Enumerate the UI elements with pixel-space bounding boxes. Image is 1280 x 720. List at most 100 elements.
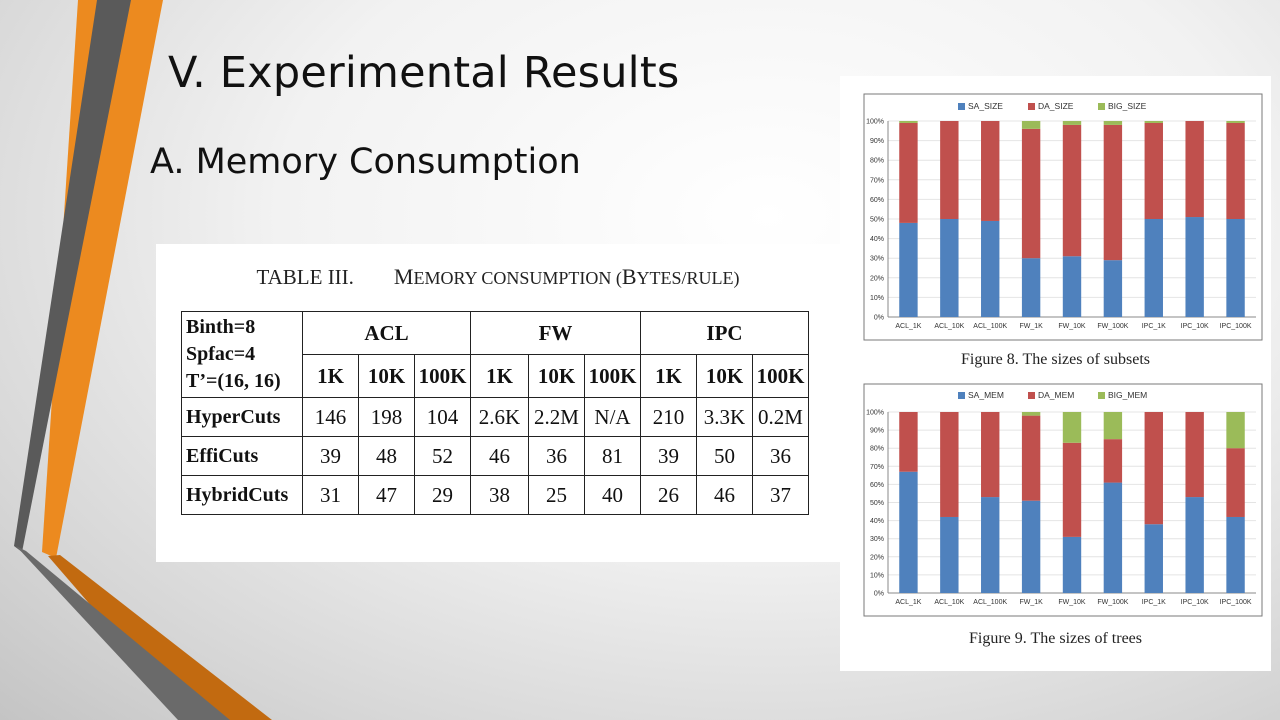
bar-segment-sa-mem (1185, 497, 1204, 593)
bar-segment-sa-mem (899, 471, 918, 593)
table-cell: 46 (470, 436, 529, 476)
tree-sizes-chart: SA_MEM DA_MEM BIG_MEM 0% 10% 20% 30% 40% 50% 60% 7… (863, 383, 1263, 617)
bar-segment-da-mem (981, 412, 1000, 498)
x-tick-label: ACL_1K (895, 323, 921, 330)
bar-segment-sa-size (1144, 219, 1163, 317)
table-group-header: FW (470, 311, 641, 355)
table-caption-text: B (621, 264, 637, 289)
table-size-header: 10K (358, 354, 415, 398)
bar-segment-big-mem (1226, 412, 1245, 449)
x-tick-label: ACL_10K (934, 599, 964, 606)
table-row-label: EffiCuts (181, 436, 303, 476)
bar-segment-sa-mem (1144, 524, 1163, 593)
lower-gray-stripe-decoration (16, 546, 230, 720)
table-cell: 48 (358, 436, 415, 476)
y-tick-label: 30% (870, 256, 884, 263)
table-caption-text: emory consumption ( (413, 268, 622, 288)
x-tick-label: IPC_10K (1181, 599, 1209, 606)
y-tick-label: 0% (874, 591, 884, 598)
figure-9-caption: Figure 9. The sizes of trees (969, 630, 1142, 647)
table-size-header: 10K (528, 354, 585, 398)
y-tick-label: 90% (870, 428, 884, 435)
bar-segment-sa-mem (940, 516, 959, 593)
table-cell: 46 (696, 475, 753, 515)
bar-segment-da-size (1021, 128, 1041, 259)
bar-segment-big-size (1062, 121, 1082, 125)
bar-segment-big-size (1144, 121, 1163, 123)
table-size-header: 10K (696, 354, 753, 398)
bar-segment-da-mem (1103, 439, 1123, 483)
y-tick-label: 80% (870, 158, 884, 165)
bar-segment-sa-size (899, 222, 918, 317)
y-tick-label: 20% (870, 554, 884, 561)
legend-label: SA_MEM (968, 390, 1004, 400)
table-cell: 36 (528, 436, 585, 476)
x-tick-label: FW_100K (1097, 323, 1128, 330)
table-caption: TABLE III. Memory consumption (Bytes/rule… (156, 264, 840, 290)
y-tick-label: 60% (870, 482, 884, 489)
x-tick-label: FW_1K (1019, 323, 1043, 330)
table-cell: 39 (302, 436, 359, 476)
bar-segment-sa-mem (981, 497, 1000, 593)
x-tick-label: IPC_100K (1220, 599, 1252, 606)
bar-segment-sa-size (940, 219, 959, 317)
legend-swatch (1098, 392, 1105, 399)
table-cell: 50 (696, 436, 753, 476)
y-tick-label: 50% (870, 217, 884, 224)
x-tick-label: IPC_1K (1142, 599, 1166, 606)
y-tick-label: 100% (866, 410, 884, 417)
y-tick-label: 100% (866, 119, 884, 126)
x-tick-label: ACL_10K (934, 323, 964, 330)
bar-segment-da-size (1185, 121, 1204, 218)
bar-segment-sa-size (1185, 217, 1204, 317)
table-cell: 0.2M (752, 397, 809, 437)
legend-label: SA_SIZE (968, 101, 1003, 111)
x-tick-label: IPC_100K (1220, 323, 1252, 330)
bar-segment-sa-size (1103, 260, 1123, 317)
x-tick-label: IPC_1K (1142, 323, 1166, 330)
bar-segment-sa-mem (1021, 500, 1041, 593)
bar-segment-sa-size (981, 220, 1000, 317)
bar-segment-da-mem (1144, 412, 1163, 525)
legend-swatch (958, 392, 965, 399)
table-group-header: IPC (640, 311, 809, 355)
table-cell: 2.6K (470, 397, 529, 437)
table-row: HybridCuts 31 47 29 38 25 40 26 46 37 (181, 475, 809, 515)
legend-swatch (958, 103, 965, 110)
table-cell: 39 (640, 436, 697, 476)
bar-segment-sa-mem (1226, 516, 1245, 593)
y-tick-label: 70% (870, 464, 884, 471)
table-cell: 25 (528, 475, 585, 515)
table-header-line: Spfac=4 (186, 343, 256, 365)
legend-swatch (1098, 103, 1105, 110)
table-cell: 81 (584, 436, 641, 476)
table-caption-text: ytes/rule) (636, 268, 740, 288)
bar-segment-sa-mem (1103, 482, 1123, 593)
table-cell: 146 (302, 397, 359, 437)
y-tick-label: 50% (870, 500, 884, 507)
table-row: HyperCuts 146 198 104 2.6K 2.2M N/A 210 … (181, 397, 809, 437)
y-tick-label: 40% (870, 236, 884, 243)
table-group-header: ACL (302, 311, 471, 355)
bar-segment-da-mem (899, 412, 918, 472)
bar-segment-da-mem (1021, 415, 1041, 501)
x-tick-label: FW_100K (1097, 599, 1128, 606)
x-tick-label: ACL_1K (895, 599, 921, 606)
table-cell: 47 (358, 475, 415, 515)
table-row: EffiCuts 39 48 52 46 36 81 39 50 36 (181, 436, 809, 476)
x-tick-label: FW_10K (1058, 599, 1086, 606)
bar-segment-da-size (981, 121, 1000, 221)
table-cell: 198 (358, 397, 415, 437)
subset-sizes-chart: SA_SIZE DA_SIZE BIG_SIZE 0% 10% 20% 30% 40% 50% 6… (863, 93, 1263, 341)
x-tick-label: IPC_10K (1181, 323, 1209, 330)
bar-segment-sa-size (1021, 258, 1041, 317)
table-cell: 40 (584, 475, 641, 515)
y-tick-label: 70% (870, 177, 884, 184)
table-cell: 210 (640, 397, 697, 437)
bar-segment-big-size (1021, 121, 1041, 129)
slide-subtitle: A. Memory Consumption (150, 142, 581, 182)
memory-consumption-table: Binth=8 Spfac=4 T’=(16, 16) ACL FW IPC 1… (181, 311, 809, 515)
slide-title: V. Experimental Results (168, 48, 680, 98)
table-caption-label: TABLE III. (256, 265, 354, 289)
dark-orange-stripe-decoration (48, 555, 272, 720)
